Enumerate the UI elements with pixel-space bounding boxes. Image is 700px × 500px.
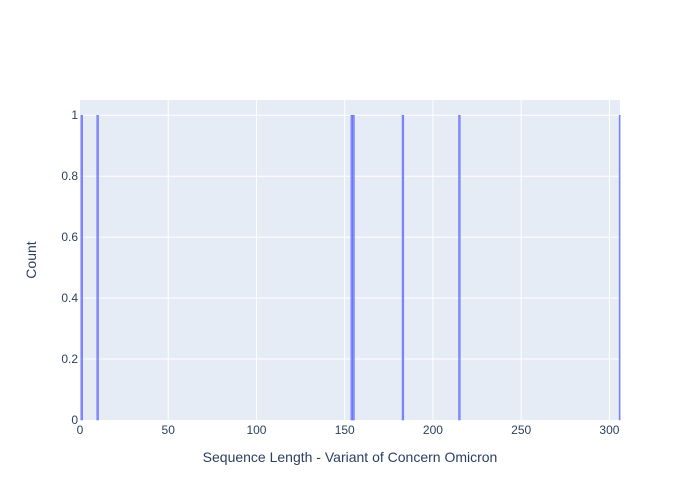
- y-axis-ticks: 0 0.2 0.4 0.6 0.8 1: [61, 108, 78, 427]
- plot-background: [80, 100, 620, 420]
- bar-4: [401, 114, 405, 421]
- bar-2: [350, 114, 353, 421]
- bar-6: [618, 114, 621, 421]
- bar-5: [458, 114, 461, 421]
- x-tick-label-5: 250: [511, 423, 531, 437]
- x-tick-label-4: 200: [423, 423, 443, 437]
- y-tick-label-5: 1: [71, 108, 78, 122]
- y-tick-label-3: 0.6: [61, 230, 78, 244]
- x-axis-ticks: 0 50 100 150 200 250 300: [77, 423, 620, 437]
- bars: [80, 114, 621, 421]
- y-tick-label-0: 0: [71, 413, 78, 427]
- y-tick-label-1: 0.2: [61, 352, 78, 366]
- bar-0: [80, 114, 83, 421]
- bar-1: [96, 114, 99, 421]
- y-tick-label-2: 0.4: [61, 291, 78, 305]
- x-tick-label-0: 0: [77, 423, 84, 437]
- x-tick-label-1: 50: [162, 423, 176, 437]
- x-tick-label-3: 150: [335, 423, 355, 437]
- gridlines: [80, 100, 620, 420]
- y-tick-label-4: 0.8: [61, 169, 78, 183]
- x-tick-label-6: 300: [599, 423, 619, 437]
- y-axis-title: Count: [23, 241, 39, 278]
- x-tick-label-2: 100: [246, 423, 266, 437]
- x-axis-title: Sequence Length - Variant of Concern Omi…: [203, 449, 498, 465]
- bar-3: [352, 114, 355, 421]
